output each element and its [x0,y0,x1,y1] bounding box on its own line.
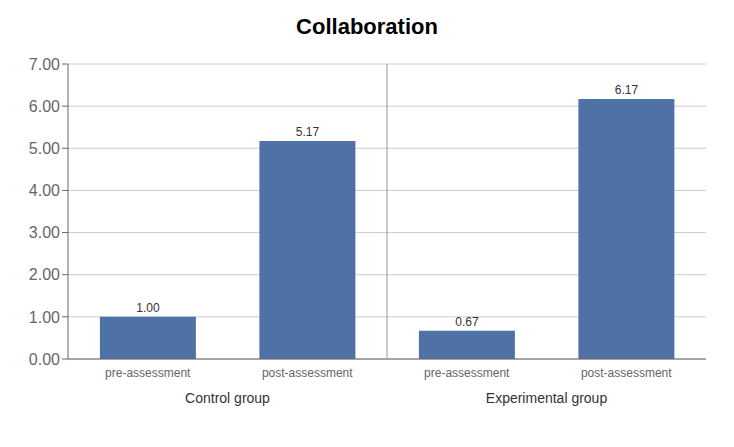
svg-text:pre-assessment: pre-assessment [424,366,510,380]
svg-text:3.00: 3.00 [29,224,60,241]
svg-text:5.17: 5.17 [296,125,320,139]
svg-text:1.00: 1.00 [29,309,60,326]
html-text:Collaboration: Collaboration [296,14,438,39]
svg-text:0.00: 0.00 [29,351,60,368]
svg-text:post-assessment: post-assessment [262,366,353,380]
svg-text:6.17: 6.17 [615,83,639,97]
svg-text:1.00: 1.00 [136,301,160,315]
svg-text:4.00: 4.00 [29,182,60,199]
svg-text:2.00: 2.00 [29,266,60,283]
svg-text:7.00: 7.00 [29,56,60,73]
svg-text:0.67: 0.67 [455,315,479,329]
svg-text:post-assessment: post-assessment [581,366,672,380]
svg-text:5.00: 5.00 [29,140,60,157]
svg-text:Experimental group: Experimental group [486,390,608,406]
svg-text:Control group: Control group [185,390,270,406]
svg-text:6.00: 6.00 [29,98,60,115]
svg-text:pre-assessment: pre-assessment [105,366,191,380]
